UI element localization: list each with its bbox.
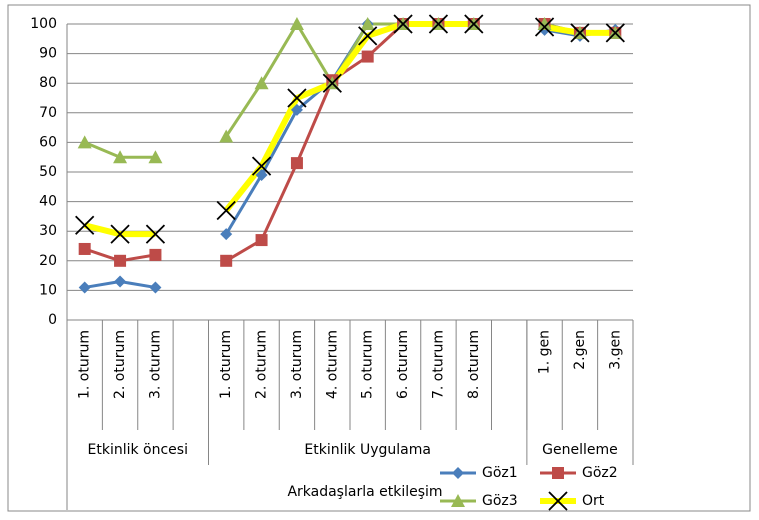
x-tick-label: 2.gen: [572, 330, 588, 370]
x-tick-label: 8. oturum: [466, 330, 482, 399]
marker: [452, 467, 464, 479]
legend-label: Göz1: [482, 465, 518, 481]
x-tick-label: 4. oturum: [324, 330, 340, 399]
y-tick-label: 50: [39, 164, 57, 180]
marker: [78, 281, 91, 294]
group-label: Etkinlik öncesi: [88, 442, 188, 458]
marker: [114, 275, 127, 288]
marker: [428, 14, 449, 34]
marker: [570, 23, 590, 43]
y-tick-label: 30: [39, 223, 57, 239]
marker: [254, 76, 269, 90]
x-tick-label: 3.gen: [607, 330, 623, 370]
legend-label: Göz3: [482, 493, 518, 509]
x-tick-label: 7. oturum: [430, 330, 446, 399]
y-tick-label: 40: [39, 194, 57, 210]
marker: [145, 224, 166, 244]
x-tick-label: 3. oturum: [147, 330, 163, 399]
marker: [148, 150, 163, 164]
marker: [290, 103, 303, 116]
y-tick-label: 10: [39, 282, 57, 298]
group-label: Genelleme: [542, 442, 618, 458]
marker: [77, 135, 92, 149]
marker: [322, 73, 342, 93]
marker: [114, 254, 127, 267]
x-tick-label: 5. oturum: [360, 330, 376, 399]
x-tick-label: 3. oturum: [289, 330, 305, 399]
y-tick-label: 70: [39, 105, 57, 121]
group-label: Etkinlik Uygulama: [304, 442, 431, 458]
marker: [113, 150, 128, 164]
marker: [605, 23, 625, 43]
marker: [149, 281, 162, 294]
marker: [255, 234, 268, 247]
y-tick-label: 20: [39, 253, 57, 269]
marker: [361, 50, 374, 63]
marker: [220, 254, 233, 267]
marker: [220, 228, 233, 241]
x-tick-label: 2. oturum: [112, 330, 128, 399]
marker: [537, 17, 552, 30]
marker: [78, 242, 91, 255]
marker: [464, 14, 484, 34]
x-tick-label: 6. oturum: [395, 330, 411, 399]
marker: [287, 88, 307, 108]
marker: [552, 467, 564, 479]
legend-label: Ort: [582, 493, 605, 509]
marker: [358, 26, 378, 46]
marker: [393, 14, 413, 34]
marker: [110, 224, 130, 244]
marker: [534, 17, 555, 37]
marker: [289, 17, 304, 30]
marker: [75, 215, 95, 235]
y-tick-label: 0: [48, 312, 57, 328]
legend-label: Göz2: [582, 465, 618, 481]
y-tick-label: 60: [39, 134, 57, 150]
marker: [219, 129, 234, 143]
x-tick-label: 1. gen: [537, 330, 553, 374]
x-tick-label: 2. oturum: [254, 330, 270, 399]
y-tick-label: 90: [39, 46, 57, 62]
y-tick-label: 80: [39, 75, 57, 91]
marker: [255, 168, 268, 181]
marker: [251, 156, 272, 176]
marker: [290, 157, 303, 170]
y-tick-label: 100: [30, 16, 57, 32]
marker: [548, 491, 568, 511]
x-tick-label: 1. oturum: [77, 330, 93, 399]
x-tick-label: 1. oturum: [218, 330, 234, 399]
marker: [216, 200, 236, 221]
marker: [149, 248, 162, 261]
marker: [360, 17, 375, 30]
x-axis-title: Arkadaşlarla etkileşim: [287, 484, 442, 500]
marker: [451, 494, 465, 507]
